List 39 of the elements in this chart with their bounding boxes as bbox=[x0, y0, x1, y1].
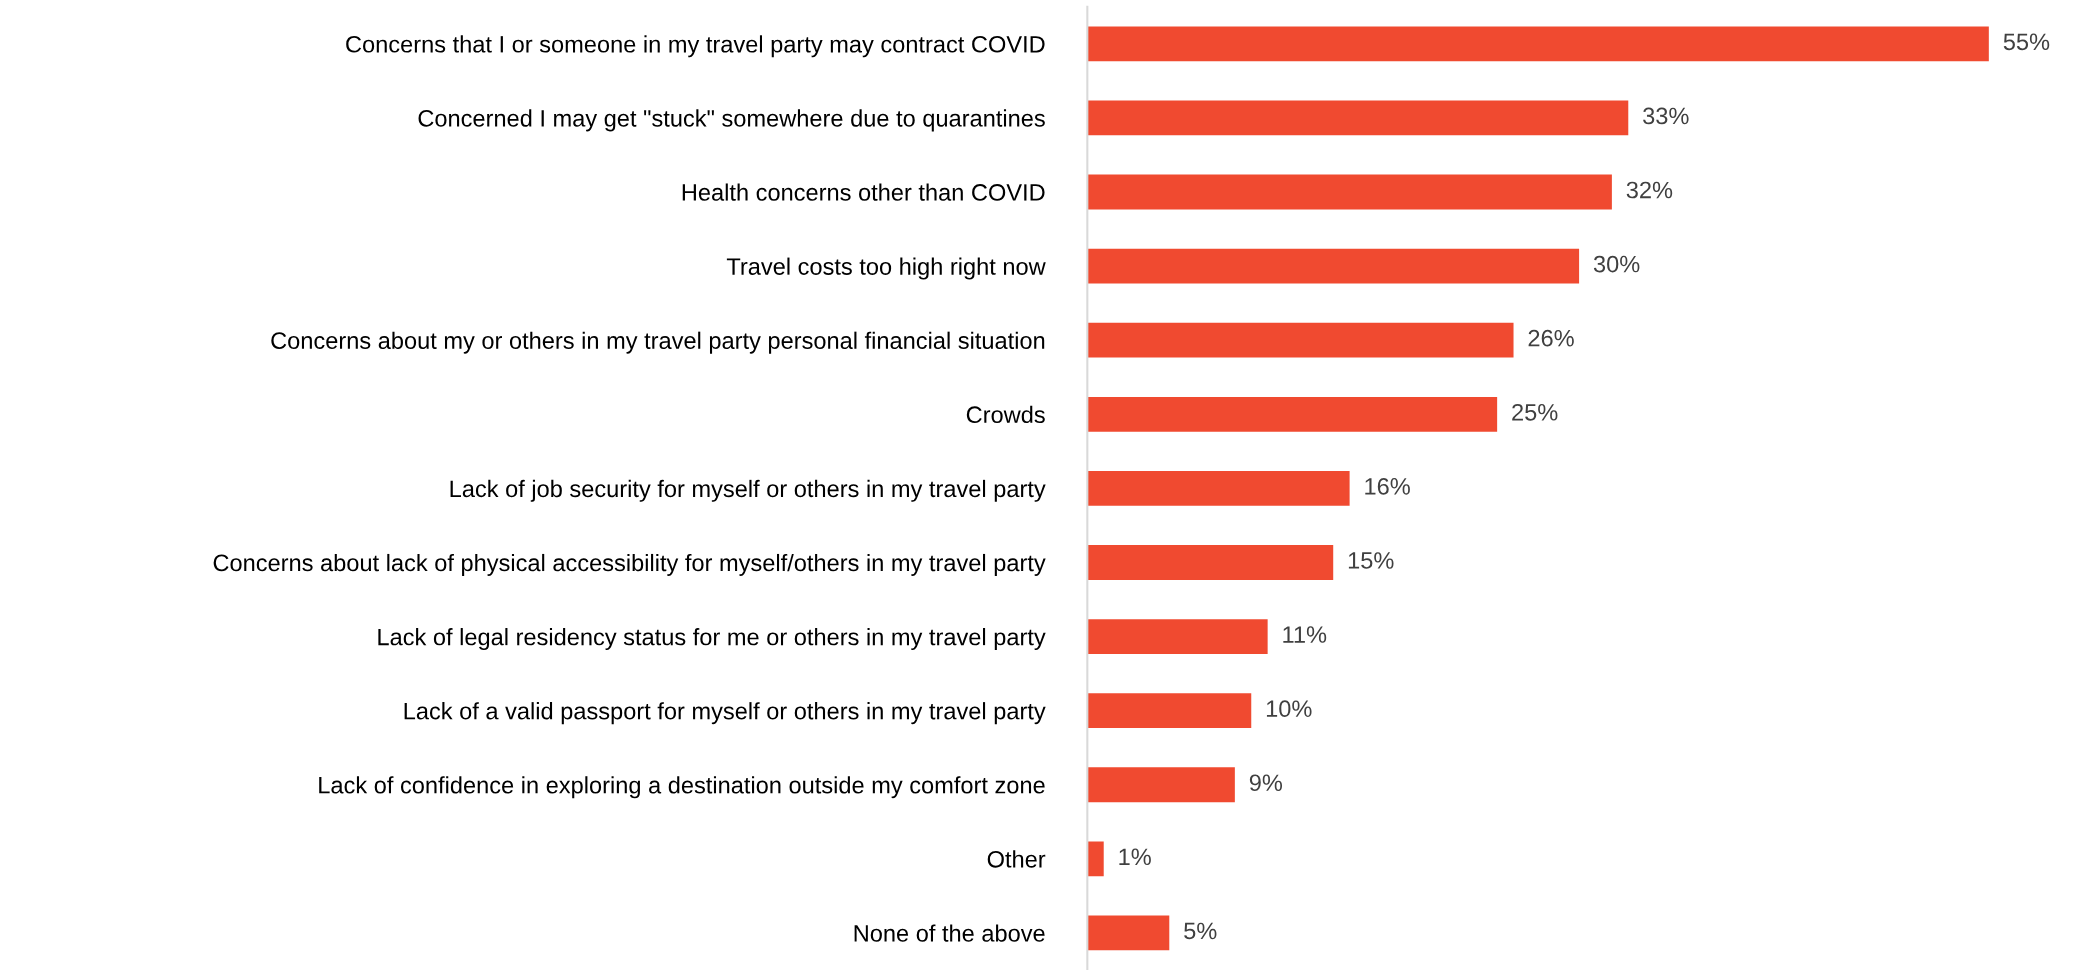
bar bbox=[1087, 322, 1514, 358]
data-label: 9% bbox=[1249, 774, 1283, 792]
data-label: 26% bbox=[1528, 329, 1574, 347]
bar bbox=[1087, 174, 1612, 210]
bar bbox=[1087, 470, 1350, 506]
y-tick-label: Travel costs too high right now bbox=[726, 257, 1046, 280]
y-tick-label: Health concerns other than COVID bbox=[682, 183, 1045, 201]
y-tick-label: Lack of confidence in exploring a destination outside my comfort zone bbox=[319, 776, 1045, 799]
data-label: 16% bbox=[1365, 478, 1410, 495]
data-label: 30% bbox=[1593, 255, 1640, 273]
data-label: 25% bbox=[1512, 403, 1558, 421]
bar bbox=[1087, 619, 1268, 654]
data-label: 15% bbox=[1348, 552, 1394, 569]
y-tick-label: None of the above bbox=[854, 924, 1045, 942]
bar bbox=[1087, 396, 1498, 432]
data-label: 1% bbox=[1119, 848, 1151, 866]
y-tick-label: Concerned I may get "stuck" somewhere due to quarantines bbox=[418, 109, 1045, 132]
bar bbox=[1087, 915, 1170, 951]
bar bbox=[1087, 545, 1334, 580]
data-label: 33% bbox=[1643, 107, 1689, 125]
bar bbox=[1087, 693, 1252, 729]
bar bbox=[1087, 248, 1580, 284]
y-tick-label: Lack of job security for myself or others in my travel party bbox=[450, 479, 1046, 502]
y-tick-label: Concerns about my or others in my travel party personal financial situation bbox=[271, 331, 1045, 354]
y-tick-label: Crowds bbox=[966, 405, 1045, 424]
data-label: 32% bbox=[1626, 181, 1673, 199]
bar bbox=[1087, 841, 1104, 877]
bar bbox=[1087, 26, 1989, 62]
y-tick-label: Other bbox=[987, 850, 1046, 868]
data-label: 55% bbox=[2003, 33, 2050, 51]
data-label: 10% bbox=[1266, 700, 1312, 718]
data-label: 11% bbox=[1283, 626, 1327, 643]
y-tick-label: Concerns that I or someone in my travel party may contract COVID bbox=[346, 35, 1045, 58]
bar bbox=[1087, 100, 1629, 136]
data-label: 5% bbox=[1184, 922, 1217, 940]
y-tick-label: Lack of a valid passport for myself or others in my travel party bbox=[404, 702, 1046, 725]
y-tick-label: Concerns about lack of physical accessibility for myself/others in my travel party bbox=[213, 553, 1046, 576]
bar bbox=[1087, 767, 1235, 803]
y-tick-label: Lack of legal residency status for me or others in my travel party bbox=[378, 628, 1046, 651]
